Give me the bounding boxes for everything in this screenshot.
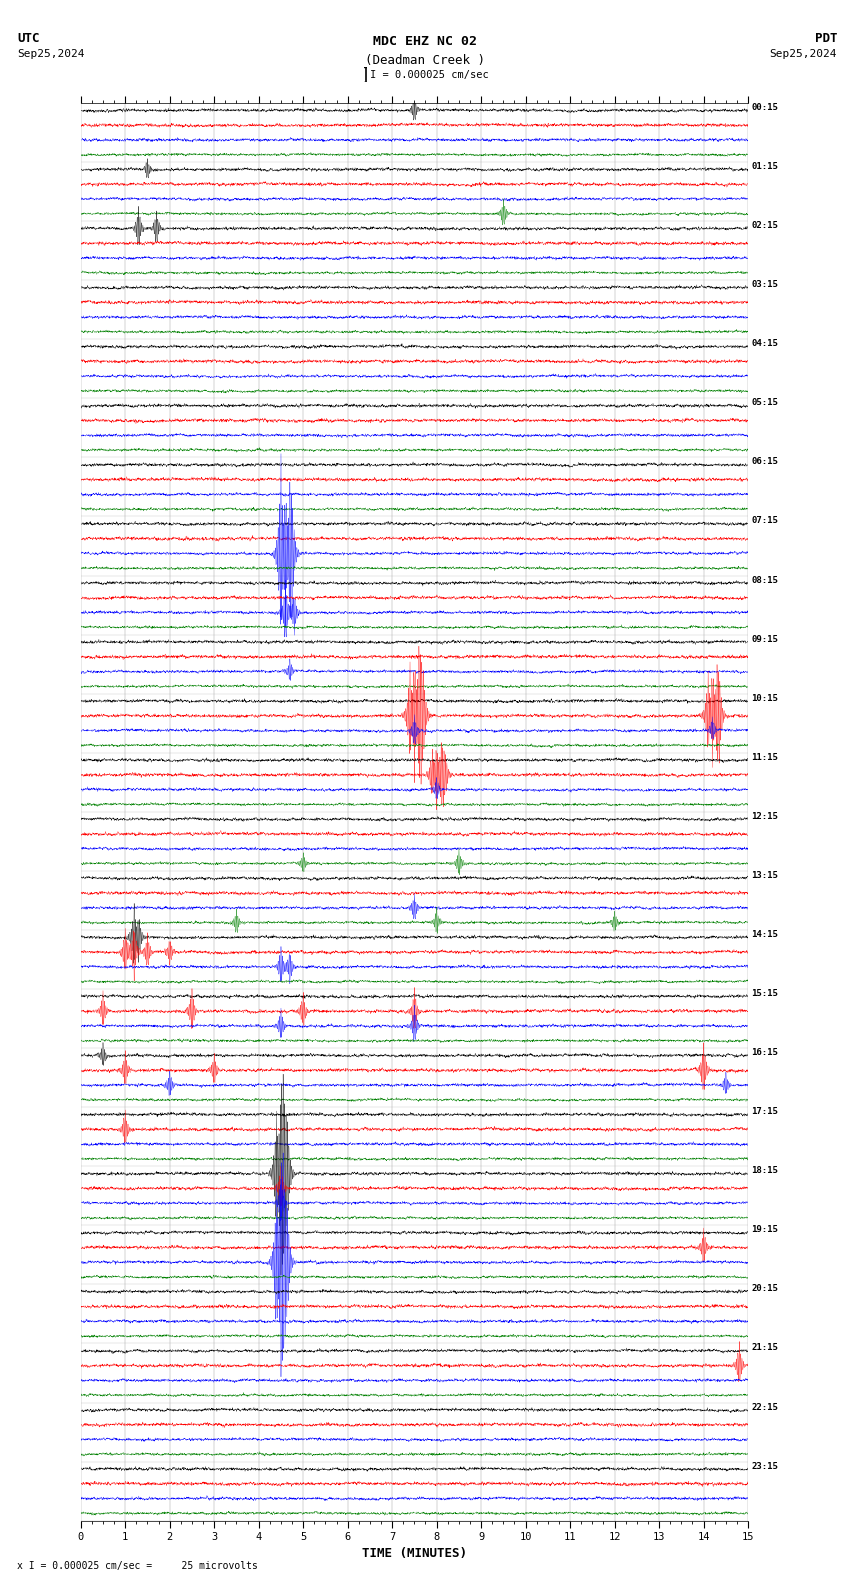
Text: 07:15: 07:15 [751, 516, 779, 526]
Text: 00:15: 00:15 [751, 103, 779, 112]
Text: 05:15: 05:15 [751, 398, 779, 407]
Text: 06:15: 06:15 [751, 458, 779, 466]
Text: 13:15: 13:15 [751, 871, 779, 879]
Text: Sep25,2024: Sep25,2024 [770, 49, 837, 59]
Text: 21:15: 21:15 [751, 1343, 779, 1353]
Text: 09:15: 09:15 [751, 635, 779, 643]
Text: Sep25,2024: Sep25,2024 [17, 49, 84, 59]
Text: 08:15: 08:15 [751, 575, 779, 584]
Text: 15:15: 15:15 [751, 988, 779, 998]
Text: PDT: PDT [815, 32, 837, 44]
Text: 18:15: 18:15 [751, 1166, 779, 1175]
Text: 23:15: 23:15 [751, 1462, 779, 1470]
Text: 11:15: 11:15 [751, 752, 779, 762]
Text: 16:15: 16:15 [751, 1049, 779, 1057]
Text: 19:15: 19:15 [751, 1226, 779, 1234]
X-axis label: TIME (MINUTES): TIME (MINUTES) [362, 1546, 467, 1560]
Text: (Deadman Creek ): (Deadman Creek ) [365, 54, 485, 67]
Text: UTC: UTC [17, 32, 39, 44]
Text: 22:15: 22:15 [751, 1402, 779, 1411]
Text: 12:15: 12:15 [751, 811, 779, 821]
Text: 17:15: 17:15 [751, 1107, 779, 1117]
Text: 04:15: 04:15 [751, 339, 779, 348]
Text: x I = 0.000025 cm/sec =     25 microvolts: x I = 0.000025 cm/sec = 25 microvolts [17, 1562, 258, 1571]
Text: 03:15: 03:15 [751, 280, 779, 290]
Text: 20:15: 20:15 [751, 1285, 779, 1294]
Text: 14:15: 14:15 [751, 930, 779, 939]
Text: MDC EHZ NC 02: MDC EHZ NC 02 [373, 35, 477, 48]
Text: 01:15: 01:15 [751, 162, 779, 171]
Text: 10:15: 10:15 [751, 694, 779, 703]
Text: 02:15: 02:15 [751, 222, 779, 230]
Text: I = 0.000025 cm/sec: I = 0.000025 cm/sec [370, 70, 489, 79]
